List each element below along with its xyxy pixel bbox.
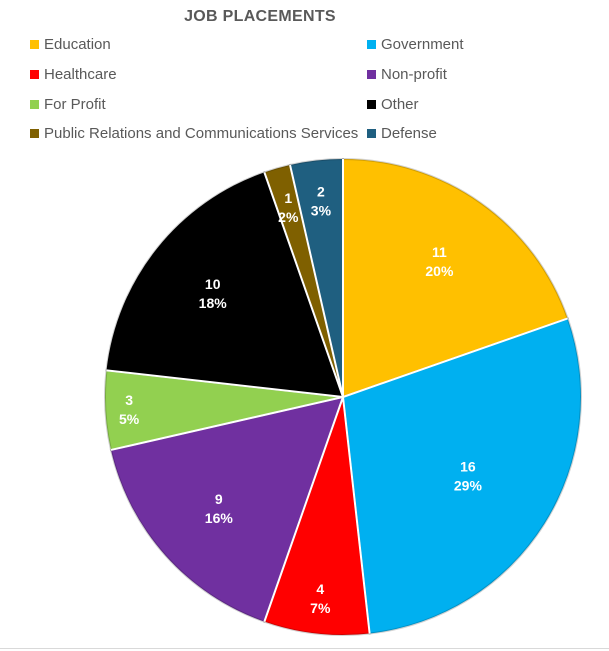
legend-item: Non-profit [367, 66, 447, 83]
chart-title: JOB PLACEMENTS [184, 8, 336, 25]
slice-value-label: 1 [284, 190, 292, 206]
slice-value-label: 4 [316, 581, 324, 597]
legend: Education Government Healthcare Non-profit F… [0, 36, 609, 156]
pie-slice-outline [263, 163, 344, 398]
legend-item: Other [367, 96, 419, 113]
slice-value-label: 10 [205, 276, 221, 292]
slice-percent-label: 20% [425, 263, 454, 279]
legend-label: Healthcare [44, 66, 117, 83]
legend-swatch [367, 40, 376, 49]
slice-percent-label: 5% [119, 411, 140, 427]
legend-label: Other [381, 96, 419, 113]
legend-item: For Profit [30, 96, 106, 113]
legend-swatch [30, 100, 39, 109]
pie-slice [264, 397, 370, 635]
legend-item: Government [367, 36, 464, 53]
legend-swatch [367, 100, 376, 109]
slice-percent-label: 7% [310, 600, 331, 616]
slice-percent-label: 18% [199, 295, 228, 311]
slice-value-label: 2 [317, 184, 325, 200]
pie-slice [105, 370, 343, 450]
slice-separator [110, 396, 344, 451]
slice-value-label: 9 [215, 491, 223, 507]
pie-slice-outline [263, 396, 371, 636]
legend-item: Education [30, 36, 111, 53]
slice-separator [342, 317, 568, 398]
legend-label: Defense [381, 125, 437, 142]
legend-swatch [30, 40, 39, 49]
legend-label: For Profit [44, 96, 106, 113]
legend-label: Non-profit [381, 66, 447, 83]
pie-slice-outline [109, 395, 345, 623]
legend-item: Public Relations and Communications Serv… [30, 125, 358, 142]
slice-separator [106, 369, 344, 398]
legend-label: Public Relations and Communications Serv… [44, 125, 359, 142]
slice-percent-label: 2% [278, 209, 299, 225]
bottom-divider [0, 648, 609, 649]
slice-percent-label: 16% [205, 510, 234, 526]
slice-value-label: 3 [125, 392, 133, 408]
legend-swatch [30, 70, 39, 79]
legend-label: Government [381, 36, 464, 53]
legend-swatch [367, 129, 376, 138]
pie-slice [110, 397, 343, 622]
pie-slice-outline [341, 317, 582, 635]
slice-percent-label: 29% [454, 478, 483, 494]
slice-percent-label: 3% [311, 203, 332, 219]
slice-value-label: 11 [432, 244, 447, 260]
legend-swatch [367, 70, 376, 79]
pie-slice [343, 318, 581, 634]
pie-slice-outline [105, 171, 345, 399]
legend-swatch [30, 129, 39, 138]
legend-item: Defense [367, 125, 437, 142]
slice-separator [342, 396, 371, 634]
slice-separator [263, 396, 344, 622]
legend-item: Healthcare [30, 66, 117, 83]
slice-separator [289, 164, 344, 398]
pie-slice-outline [342, 157, 569, 399]
slice-value-label: 16 [460, 459, 476, 475]
legend-label: Education [44, 36, 111, 53]
slice-separator [263, 172, 344, 398]
